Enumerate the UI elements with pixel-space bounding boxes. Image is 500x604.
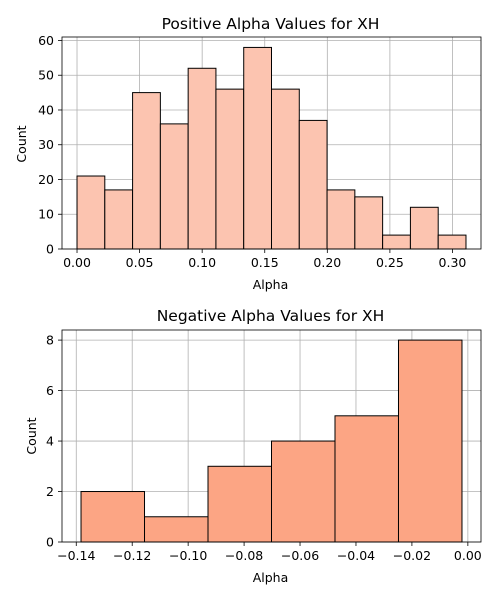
y-axis-label: Count [24, 417, 39, 454]
histogram-bar [397, 339, 463, 543]
y-axis-label: Count [14, 125, 29, 162]
histogram-bar [326, 189, 356, 250]
y-tick-label: 2 [46, 484, 54, 499]
x-tick-label: 0.30 [439, 255, 467, 270]
x-tick-label: −0.08 [225, 548, 263, 563]
y-tick-label: 10 [38, 207, 54, 222]
x-tick-label: −0.12 [113, 548, 151, 563]
histogram-bar [437, 234, 467, 250]
axes-frame [61, 36, 482, 250]
chart-title: Negative Alpha Values for XH [157, 307, 385, 325]
x-tick-label: 0.20 [313, 255, 341, 270]
y-tick-label: 60 [38, 33, 54, 48]
y-tick-label: 40 [38, 102, 54, 117]
histogram-bar [215, 88, 245, 250]
x-tick-label: 0.00 [454, 548, 482, 563]
positive-alpha-histogram: Positive Alpha Values for XH Alpha Count… [14, 15, 482, 292]
bars [80, 339, 463, 543]
histogram-bar [409, 206, 439, 250]
plot-area: 0.00 0.05 0.10 0.15 0.20 0.25 0.30 0 10 20 30 40 50 6… [38, 33, 482, 270]
histogram-bar [243, 46, 272, 250]
y-tick-label: 6 [46, 383, 54, 398]
negative-alpha-histogram: Negative Alpha Values for XH Alpha Count… [24, 307, 482, 585]
histogram-bar [132, 92, 161, 250]
y-tick-label: 30 [38, 137, 54, 152]
histogram-bar [354, 196, 384, 250]
x-tick-label: −0.04 [337, 548, 375, 563]
histogram-bar [159, 123, 189, 250]
y-tick-label: 4 [46, 434, 54, 449]
x-tick-label: −0.06 [281, 548, 319, 563]
histogram-bar [271, 440, 336, 543]
histogram-bar [334, 415, 399, 543]
y-tick-label: 50 [38, 68, 54, 83]
x-tick-label: 0.00 [63, 255, 91, 270]
x-axis-label: Alpha [253, 570, 289, 585]
x-axis-label: Alpha [253, 277, 289, 292]
histogram-bar [207, 465, 272, 543]
histogram-bar [144, 516, 209, 543]
x-tick-label: −0.10 [169, 548, 207, 563]
histogram-bar [76, 175, 106, 250]
y-tick-label: 8 [46, 333, 54, 348]
chart-title: Positive Alpha Values for XH [162, 15, 380, 33]
plot-area: −0.14 −0.12 −0.10 −0.08 −0.06 −0.04 −0.02 0.00 0… [46, 329, 482, 563]
y-tick-label: 20 [38, 172, 54, 187]
histogram-bar [298, 119, 328, 250]
histogram-bar [80, 491, 146, 543]
histogram-bar [271, 88, 300, 250]
x-tick-label: 0.15 [251, 255, 279, 270]
y-tick-label: 0 [46, 535, 54, 550]
x-tick-label: −0.14 [57, 548, 95, 563]
axes-frame [61, 329, 482, 543]
y-tick-label: 0 [46, 242, 54, 257]
x-tick-label: 0.10 [188, 255, 216, 270]
x-tick-label: 0.05 [126, 255, 154, 270]
x-tick-label: 0.25 [376, 255, 404, 270]
histogram-bar [382, 234, 411, 250]
bars [76, 46, 467, 250]
histogram-bar [104, 189, 134, 250]
x-tick-label: −0.02 [393, 548, 431, 563]
histogram-bar [187, 67, 217, 250]
